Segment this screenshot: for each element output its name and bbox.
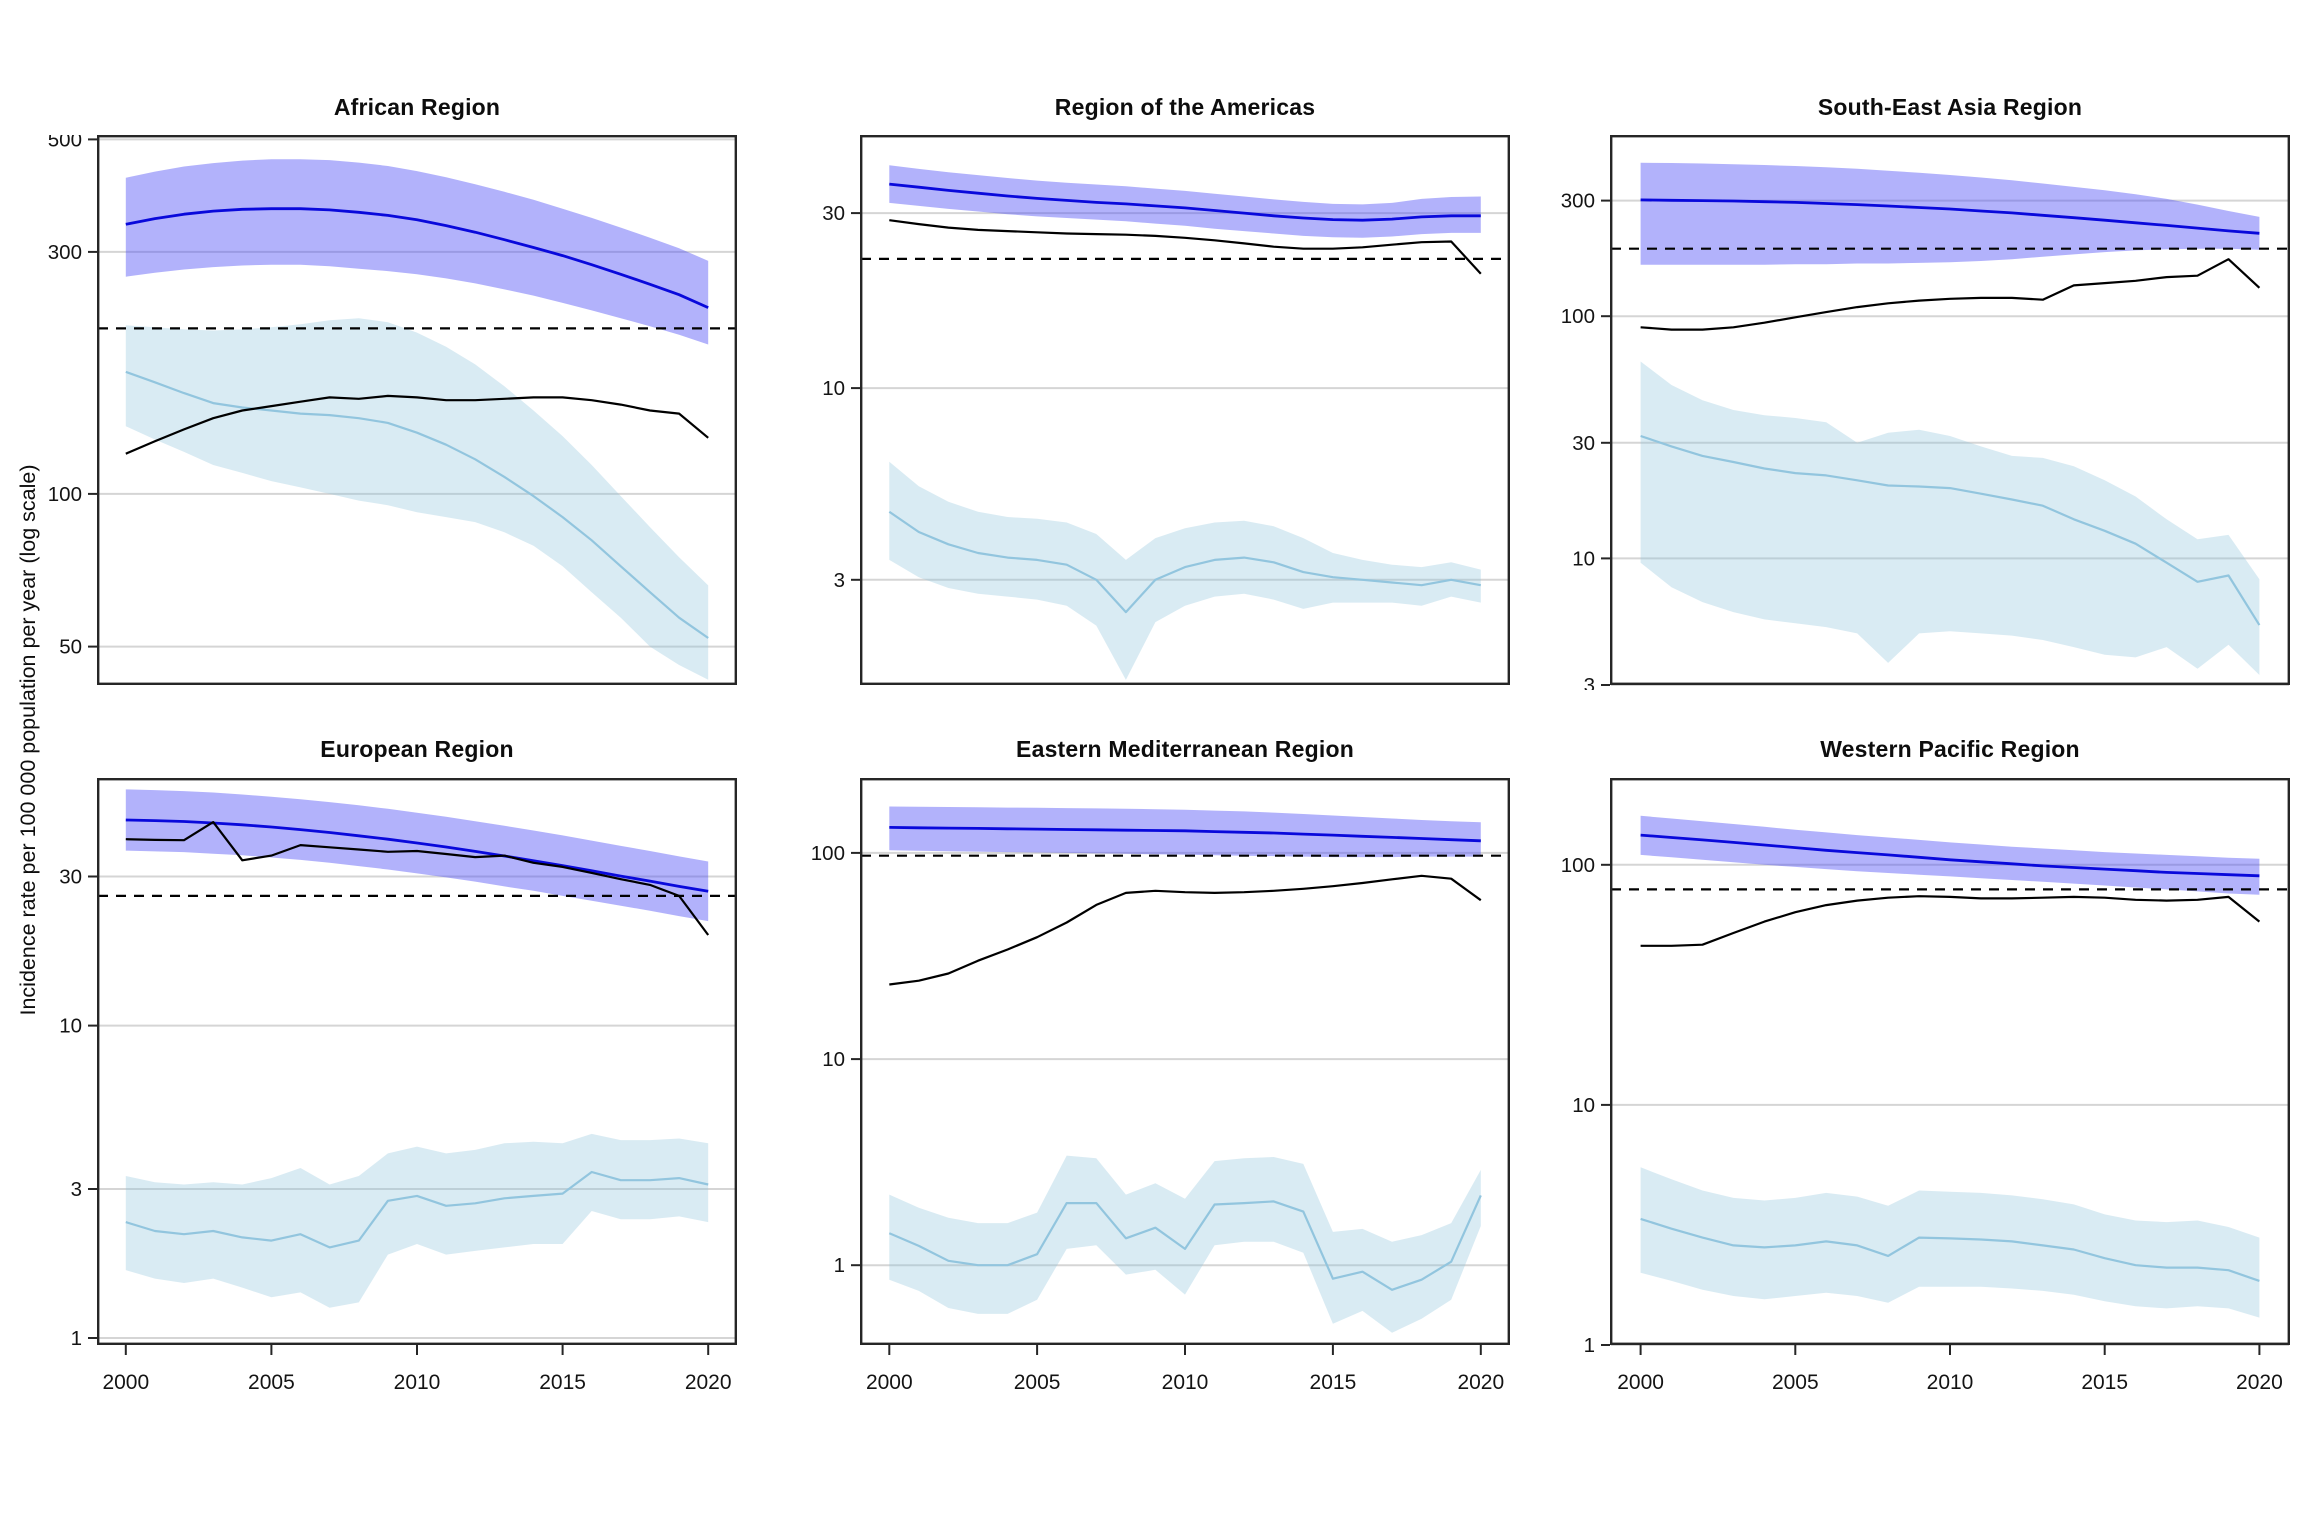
x-axis-ticks: 2000 2005 2010 2015 2020 bbox=[866, 1345, 1504, 1394]
confidence-bands bbox=[889, 806, 1481, 1333]
panel-title-european-region: European Region bbox=[320, 736, 514, 762]
panel-title-african-region: African Region bbox=[333, 94, 501, 120]
svg-text:3: 3 bbox=[834, 569, 845, 592]
confidence-bands bbox=[1640, 815, 2260, 1318]
panel-title-eastern-mediterranean-region: Eastern Mediterranean Region bbox=[1016, 736, 1354, 762]
svg-text:2020: 2020 bbox=[2236, 1371, 2283, 1394]
svg-text:2015: 2015 bbox=[1310, 1371, 1357, 1394]
gridlines bbox=[861, 212, 1509, 581]
svg-text:2000: 2000 bbox=[866, 1371, 913, 1394]
confidence-bands bbox=[125, 159, 709, 680]
svg-text:100: 100 bbox=[1561, 854, 1595, 877]
svg-text:3: 3 bbox=[1584, 674, 1595, 690]
svg-text:2005: 2005 bbox=[1014, 1371, 1061, 1394]
svg-text:2000: 2000 bbox=[1617, 1371, 1664, 1394]
svg-text:2010: 2010 bbox=[394, 1371, 441, 1394]
svg-text:1: 1 bbox=[71, 1327, 82, 1350]
svg-text:2005: 2005 bbox=[1772, 1371, 1819, 1394]
svg-text:100: 100 bbox=[48, 483, 82, 506]
svg-text:500: 500 bbox=[48, 135, 82, 151]
data-lines bbox=[1640, 833, 2261, 1282]
svg-text:30: 30 bbox=[1572, 432, 1595, 455]
panel-border bbox=[1609, 135, 2290, 685]
svg-text:2020: 2020 bbox=[685, 1371, 732, 1394]
chart-svg-western-pacific-region: 1 10 100 2000 2005 2010 2015 2020 bbox=[1561, 778, 2290, 1394]
svg-text:1: 1 bbox=[834, 1254, 845, 1277]
panel-title-region-of-the-americas: Region of the Americas bbox=[1054, 94, 1316, 120]
gridlines bbox=[861, 851, 1509, 1267]
svg-text:2015: 2015 bbox=[2081, 1371, 2128, 1394]
svg-text:2000: 2000 bbox=[102, 1371, 149, 1394]
panel-title-western-pacific-region: Western Pacific Region bbox=[1820, 736, 2080, 762]
panel-border bbox=[96, 778, 737, 1345]
panel-border bbox=[859, 778, 1510, 1345]
chart-svg-south-east-asia-region: 3 10 30 100 300 bbox=[1561, 135, 2290, 690]
confidence-bands bbox=[1640, 162, 2260, 675]
panel-border bbox=[1609, 778, 2290, 1345]
panel-border bbox=[859, 135, 1510, 685]
svg-text:50: 50 bbox=[59, 636, 82, 659]
svg-text:100: 100 bbox=[1561, 305, 1595, 328]
svg-text:10: 10 bbox=[1572, 1094, 1595, 1117]
y-axis-ticks: 3 10 30 100 300 bbox=[1561, 190, 1610, 690]
svg-text:10: 10 bbox=[59, 1015, 82, 1038]
y-axis-ticks: 1 3 10 30 bbox=[59, 866, 97, 1350]
svg-text:2020: 2020 bbox=[1457, 1371, 1504, 1394]
svg-text:2015: 2015 bbox=[539, 1371, 586, 1394]
y-axis-ticks: 1 10 100 bbox=[1561, 854, 1610, 1357]
svg-text:30: 30 bbox=[59, 866, 82, 889]
y-axis-ticks: 50 100 300 500 bbox=[48, 135, 97, 659]
svg-text:2010: 2010 bbox=[1927, 1371, 1974, 1394]
svg-text:10: 10 bbox=[1572, 547, 1595, 570]
svg-text:10: 10 bbox=[822, 377, 845, 400]
panel-title-south-east-asia-region: South-East Asia Region bbox=[1817, 94, 2083, 120]
data-lines bbox=[125, 207, 709, 639]
gridlines bbox=[98, 138, 736, 648]
data-lines bbox=[888, 182, 1482, 614]
svg-text:10: 10 bbox=[822, 1048, 845, 1071]
x-axis-ticks: 2000 2005 2010 2015 2020 bbox=[1617, 1345, 2283, 1394]
svg-text:2010: 2010 bbox=[1162, 1371, 1209, 1394]
svg-text:300: 300 bbox=[48, 241, 82, 264]
y-axis-ticks: 1 10 100 bbox=[811, 842, 860, 1277]
svg-text:1: 1 bbox=[1584, 1334, 1595, 1357]
svg-text:100: 100 bbox=[811, 842, 845, 865]
confidence-bands bbox=[889, 165, 1481, 680]
svg-text:300: 300 bbox=[1561, 190, 1595, 213]
chart-svg-european-region: 1 3 10 30 2000 2005 2010 2015 2020 bbox=[59, 778, 737, 1394]
y-axis-ticks: 3 10 30 bbox=[822, 202, 860, 592]
svg-text:3: 3 bbox=[71, 1178, 82, 1201]
chart-svg-region-of-the-americas: 3 10 30 bbox=[822, 135, 1510, 685]
x-axis-ticks: 2000 2005 2010 2015 2020 bbox=[102, 1345, 732, 1394]
data-lines bbox=[1640, 198, 2261, 626]
svg-text:2005: 2005 bbox=[248, 1371, 295, 1394]
chart-svg-eastern-mediterranean-region: 1 10 100 2000 2005 2010 2015 2020 bbox=[811, 778, 1510, 1394]
data-lines bbox=[125, 818, 710, 1249]
panel-border bbox=[96, 135, 737, 685]
chart-svg-african-region: 50 100 300 500 bbox=[48, 135, 737, 685]
svg-text:30: 30 bbox=[822, 202, 845, 225]
confidence-bands bbox=[125, 789, 709, 1308]
data-lines bbox=[888, 826, 1482, 1291]
